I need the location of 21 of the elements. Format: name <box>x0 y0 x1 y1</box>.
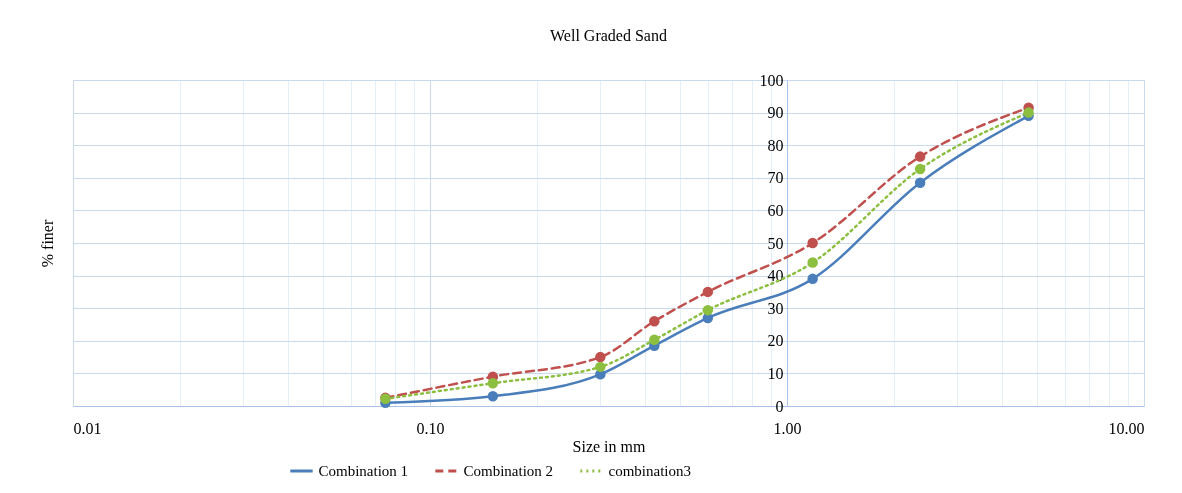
legend-label: Combination 1 <box>318 463 409 479</box>
x-tick-label: 0.01 <box>73 419 102 437</box>
y-tick-label: 50 <box>767 234 784 252</box>
y-tick-label: 70 <box>767 169 784 187</box>
y-tick-label: 80 <box>767 136 784 154</box>
y-tick-label: 30 <box>767 299 784 317</box>
x-axis-title: Size in mm <box>572 437 646 455</box>
y-tick-label: 90 <box>767 104 784 122</box>
y-tick-label: 100 <box>759 71 784 89</box>
y-axis-title: % finer <box>38 219 56 268</box>
x-tick-label: 0.10 <box>416 419 445 437</box>
legend-label: Combination 2 <box>463 463 554 479</box>
y-tick-label: 60 <box>767 201 784 219</box>
x-tick-label: 10.00 <box>1108 419 1145 437</box>
y-tick-label: 20 <box>767 332 784 350</box>
y-tick-label: 0 <box>775 397 784 415</box>
y-tick-label: 40 <box>767 267 784 285</box>
x-tick-label: 1.00 <box>773 419 802 437</box>
chart-title: Well Graded Sand <box>550 27 667 44</box>
y-tick-label: 10 <box>767 364 784 382</box>
legend-label: combination3 <box>608 463 691 479</box>
